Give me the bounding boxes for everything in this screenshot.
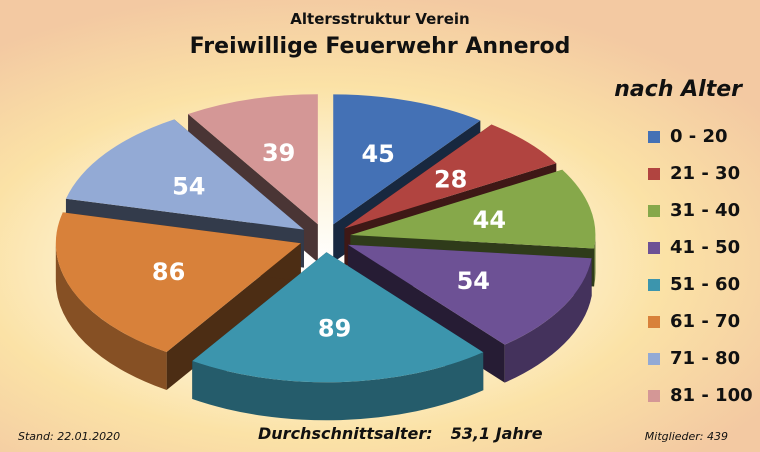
legend-swatch: [648, 278, 660, 291]
legend-label: 21 - 30: [670, 163, 741, 184]
legend-label: 81 - 100: [670, 385, 753, 406]
legend-label: 71 - 80: [670, 348, 741, 369]
pie-slice-side: [504, 258, 592, 383]
data-label: 28: [434, 165, 467, 193]
data-label: 89: [318, 315, 351, 343]
pie-slice-top: [333, 94, 481, 225]
legend-item: 0 - 20: [648, 118, 753, 155]
data-label: 45: [361, 140, 394, 168]
legend-item: 41 - 50: [648, 229, 753, 266]
pie-slice: [192, 252, 484, 421]
legend-item: 81 - 100: [648, 377, 753, 414]
data-label: 39: [262, 139, 295, 167]
legend-item: 21 - 30: [648, 155, 753, 192]
data-label: 54: [172, 172, 205, 200]
legend-label: 41 - 50: [670, 237, 741, 258]
pie-slice: [55, 212, 301, 391]
legend-item: 61 - 70: [648, 303, 753, 340]
data-label: 86: [152, 258, 185, 286]
pie-slice-side: [192, 352, 484, 421]
pie-slice-top: [344, 124, 557, 229]
legend-swatch: [648, 130, 660, 143]
chart-title: Freiwillige Feuerwehr Annerod: [189, 34, 571, 59]
legend-swatch: [648, 241, 660, 254]
date-label: Stand: 22.01.2020: [18, 430, 121, 443]
legend-swatch: [648, 204, 660, 217]
pie-slice-top: [350, 169, 596, 249]
legend-label: 0 - 20: [670, 126, 728, 147]
legend-item: 71 - 80: [648, 340, 753, 377]
average-age-label: Durchschnittsalter:: [258, 424, 433, 443]
legend-label: 51 - 60: [670, 274, 741, 295]
legend-title: nach Alter: [614, 77, 742, 102]
pie-slice-top: [55, 212, 301, 353]
average-age: Durchschnittsalter: 53,1 Jahre: [258, 424, 543, 443]
data-label: 44: [473, 206, 506, 234]
pie-slice-wall: [166, 243, 301, 391]
chart-subtitle: Altersstruktur Verein: [290, 10, 470, 28]
pie-slice-top: [65, 119, 304, 230]
legend-swatch: [648, 315, 660, 328]
legend-item: 31 - 40: [648, 192, 753, 229]
legend-swatch: [648, 352, 660, 365]
pie-slice-top: [188, 94, 318, 225]
data-label: 54: [457, 267, 490, 295]
legend: 0 - 20 21 - 30 31 - 40 41 - 50 51 - 60 61 - 7…: [648, 118, 753, 414]
pie-slice-top: [347, 244, 592, 345]
average-age-value: 53,1 Jahre: [450, 424, 543, 443]
pie-slice-side: [594, 235, 596, 287]
pie-slice-side: [55, 243, 167, 391]
member-count: Mitglieder: 439: [644, 430, 728, 443]
legend-swatch: [648, 389, 660, 402]
pie-slice-top: [192, 252, 484, 383]
legend-item: 51 - 60: [648, 266, 753, 303]
legend-swatch: [648, 167, 660, 180]
legend-label: 61 - 70: [670, 311, 741, 332]
legend-label: 31 - 40: [670, 200, 741, 221]
